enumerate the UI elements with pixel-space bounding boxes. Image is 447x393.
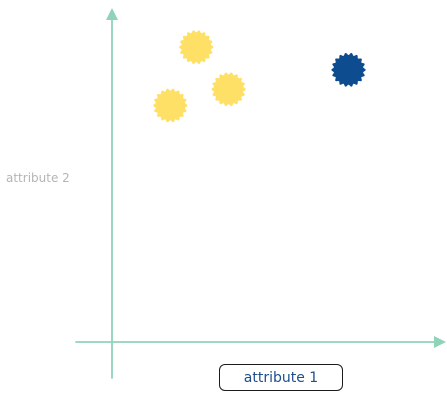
x-axis-label: attribute 1 xyxy=(243,369,319,386)
chart-axes xyxy=(75,8,446,379)
data-point-4 xyxy=(331,52,366,87)
data-point-1 xyxy=(179,30,214,65)
y-axis-arrow-icon xyxy=(106,8,118,20)
x-axis-arrow-icon xyxy=(434,336,446,348)
y-axis-label: attribute 2 xyxy=(6,171,70,185)
data-point-2 xyxy=(211,72,246,107)
data-point-3 xyxy=(153,88,188,123)
scatter-points xyxy=(153,30,366,123)
x-axis-label-box: attribute 1 xyxy=(219,364,343,391)
